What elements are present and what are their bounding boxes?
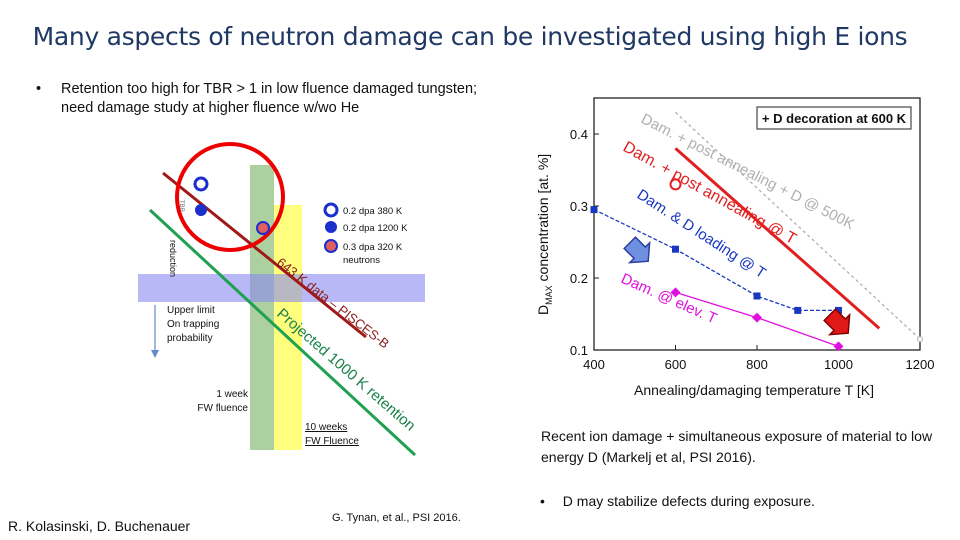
legend-label-2: 0.3 dpa 320 K [343, 242, 403, 253]
chart-title: + D decoration at 600 K [762, 111, 907, 126]
data-point [590, 206, 598, 214]
series-line [675, 111, 921, 340]
neutron-damage-diagram: 0.2 dpa 380 K 0.2 dpa 1200 K 0.3 dpa 320… [138, 142, 425, 457]
legend-open-blue-icon [323, 202, 339, 218]
legend-red-icon [324, 239, 338, 253]
data-point [670, 287, 681, 298]
chart-title-box [756, 106, 912, 130]
ten-weeks-line-1: FW Fluence [305, 436, 359, 447]
x-tick-label: 400 [583, 357, 605, 372]
one-week-line-0: 1 week [216, 389, 249, 400]
svg-text:DMAX concentration [at. %]: DMAX concentration [at. %] [535, 154, 554, 315]
legend-label-0: 0.2 dpa 380 K [343, 206, 403, 217]
bullet2-text: D may stabilize defects during exposure. [562, 493, 815, 509]
x-tick-label: 600 [665, 357, 687, 372]
open-blue-marker [193, 176, 209, 192]
pisces-data-line [162, 171, 367, 339]
slide-title: Many aspects of neutron damage can be in… [32, 22, 908, 51]
upper-limit-line-1: On trapping [167, 319, 219, 330]
blue-arrow [623, 236, 651, 264]
y-axis-label: DMAX concentration [at. %] [535, 154, 554, 315]
y-tick-label: 0.3 [570, 199, 588, 214]
y-axis-label-sub: MAX [544, 285, 554, 305]
one-week-line-1: FW fluence [197, 403, 248, 414]
legend-label-3: neutrons [343, 255, 380, 266]
y-tick-label: 0.1 [570, 343, 588, 358]
data-point [672, 245, 679, 253]
bullet-retention-text: Retention too high for TBR > 1 in low fl… [61, 81, 478, 116]
tbr-label: TBR [178, 200, 184, 213]
y-tick-label: 0.2 [570, 271, 588, 286]
data-point [753, 292, 761, 300]
series-line [674, 147, 881, 330]
extra-point [669, 178, 682, 191]
legend-label-1: 0.2 dpa 1200 K [343, 223, 408, 234]
filled-blue-marker [195, 204, 207, 216]
x-tick-label: 800 [746, 357, 768, 372]
data-point [833, 341, 844, 352]
x-tick-label: 1200 [906, 357, 935, 372]
legend-filled-blue-icon [325, 221, 337, 233]
x-axis-label: Annealing/damaging temperature T [K] [634, 382, 874, 398]
credit-citation: G. Tynan, et al., PSI 2016. [332, 512, 461, 524]
y-axis-label-main: D [535, 305, 551, 315]
projected-retention-line [148, 208, 417, 457]
caption-text: Recent ion damage + simultaneous exposur… [541, 428, 933, 465]
series-line [593, 209, 839, 312]
bullet2-dot: • [540, 493, 545, 509]
bullet-retention: • Retention too high for TBR > 1 in low … [36, 80, 506, 118]
data-point [917, 336, 923, 343]
down-arrow-head [151, 350, 159, 358]
upper-limit-line-0: Upper limit [167, 305, 215, 316]
trapping-limit-band [138, 274, 425, 302]
ten-weeks-line-0: 10 weeks [305, 422, 347, 433]
upper-limit-line-2: probability [167, 333, 213, 344]
data-point [835, 306, 842, 314]
credit-left: R. Kolasinski, D. Buchenauer [8, 518, 191, 534]
bullet-stabilize: • D may stabilize defects during exposur… [540, 493, 950, 509]
bullet-dot: • [36, 81, 42, 97]
y-axis-label-rest: concentration [at. %] [535, 154, 551, 286]
red-marker [256, 221, 270, 235]
data-point [794, 306, 802, 314]
x-tick-label: 1000 [824, 357, 853, 372]
red-arrow [823, 308, 851, 336]
reduction-label: reduction [168, 240, 178, 277]
data-point [752, 312, 762, 323]
plot-frame [593, 97, 921, 351]
y-tick-label: 0.4 [570, 127, 588, 142]
highlight-circle [175, 142, 285, 252]
